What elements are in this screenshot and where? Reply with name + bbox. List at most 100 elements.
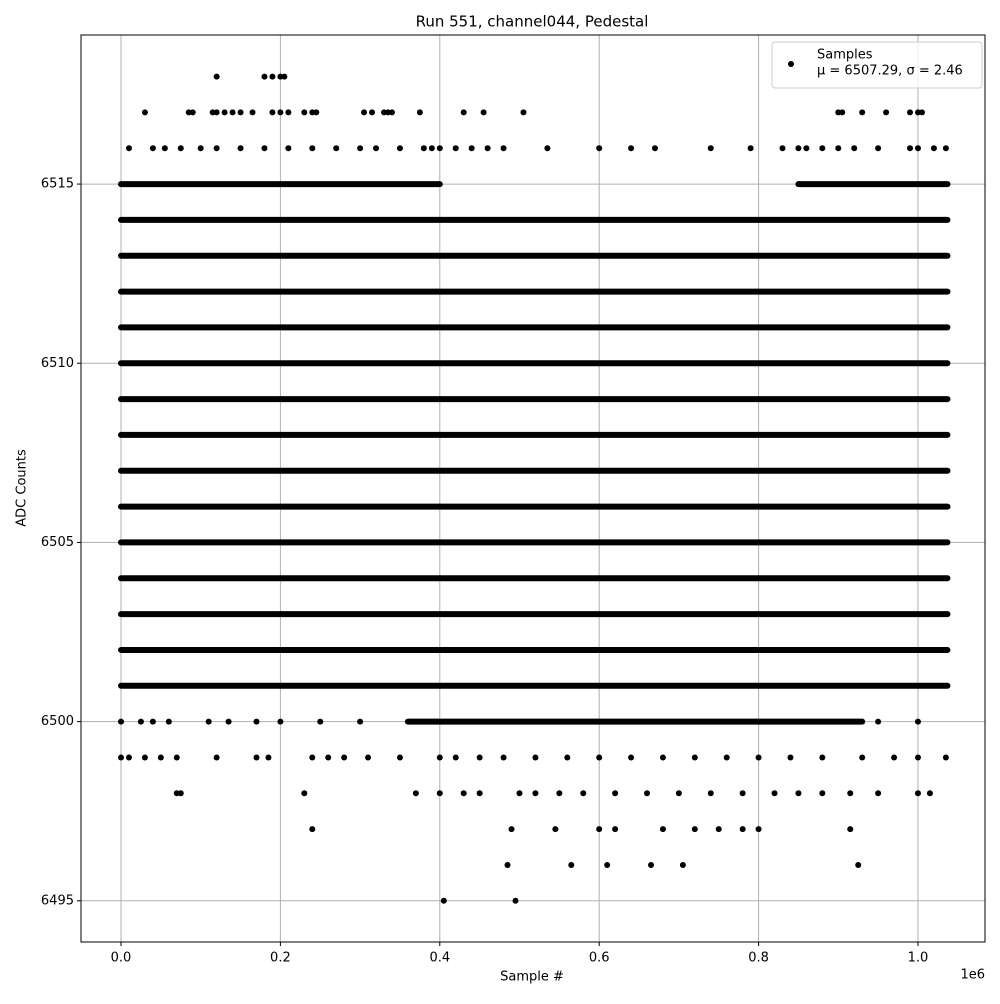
- sample-point: [914, 145, 921, 152]
- sample-point: [907, 145, 914, 152]
- sample-point: [388, 109, 395, 116]
- sample-point: [317, 718, 324, 725]
- sample-point: [125, 754, 132, 761]
- sample-point: [942, 754, 949, 761]
- sample-point: [596, 754, 603, 761]
- y-tick-label: 6505: [41, 535, 74, 550]
- sample-point: [918, 109, 925, 116]
- sample-point: [779, 145, 786, 152]
- sample-point: [914, 790, 921, 797]
- sample-point: [476, 790, 483, 797]
- sample-point: [141, 754, 148, 761]
- sample-point: [532, 754, 539, 761]
- sample-point: [568, 861, 575, 868]
- sample-point: [165, 718, 172, 725]
- sample-point: [691, 754, 698, 761]
- sample-point: [452, 145, 459, 152]
- sample-point: [647, 861, 654, 868]
- sample-point: [651, 145, 658, 152]
- sample-point: [847, 790, 854, 797]
- sample-point: [213, 754, 220, 761]
- sample-point: [516, 790, 523, 797]
- sample-point: [596, 145, 603, 152]
- x-tick-label: 0.6: [589, 951, 610, 966]
- sample-point: [440, 897, 447, 904]
- sample-point: [205, 718, 212, 725]
- sample-point: [261, 73, 268, 80]
- x-tick-label: 0.4: [429, 951, 450, 966]
- sample-point: [875, 718, 882, 725]
- sample-point: [261, 145, 268, 152]
- y-tick-label: 6515: [41, 177, 74, 192]
- sample-point: [269, 73, 276, 80]
- sample-point: [253, 754, 260, 761]
- sample-point: [930, 145, 937, 152]
- sample-point: [396, 754, 403, 761]
- sample-point: [189, 109, 196, 116]
- sample-point: [225, 718, 232, 725]
- sample-point: [281, 73, 288, 80]
- sample-point: [149, 718, 156, 725]
- legend-stats: μ = 6507.29, σ = 2.46: [817, 64, 963, 79]
- sample-point: [396, 145, 403, 152]
- sample-point: [675, 790, 682, 797]
- sample-point: [237, 109, 244, 116]
- sample-point: [237, 145, 244, 152]
- sample-point: [416, 109, 423, 116]
- sample-point: [436, 145, 443, 152]
- sample-point: [436, 790, 443, 797]
- sample-point: [213, 109, 220, 116]
- sample-point: [177, 790, 184, 797]
- sample-point: [249, 109, 256, 116]
- x-tick-label: 0.2: [270, 951, 291, 966]
- sample-point: [141, 109, 148, 116]
- sample-point: [644, 790, 651, 797]
- sample-point: [715, 826, 722, 833]
- sample-point: [604, 861, 611, 868]
- sample-point: [707, 145, 714, 152]
- sample-point: [691, 826, 698, 833]
- sample-point: [161, 145, 168, 152]
- sample-point: [520, 109, 527, 116]
- sample-point: [301, 790, 308, 797]
- sample-point: [341, 754, 348, 761]
- sample-point: [556, 790, 563, 797]
- sample-point: [125, 145, 132, 152]
- sample-point: [357, 145, 364, 152]
- sample-point: [819, 790, 826, 797]
- sample-point: [369, 109, 376, 116]
- sample-point: [612, 826, 619, 833]
- sample-point: [847, 826, 854, 833]
- x-offset-label: 1e6: [960, 968, 985, 983]
- sample-point: [628, 145, 635, 152]
- sample-point: [476, 754, 483, 761]
- sample-point: [855, 861, 862, 868]
- sample-point: [269, 109, 276, 116]
- sample-point: [544, 145, 551, 152]
- sample-point: [659, 754, 666, 761]
- sample-point: [859, 109, 866, 116]
- sample-point: [149, 145, 156, 152]
- sample-point: [883, 109, 890, 116]
- sample-point: [213, 145, 220, 152]
- sample-point: [309, 754, 316, 761]
- sample-point: [157, 754, 164, 761]
- x-tick-label: 1.0: [908, 951, 929, 966]
- sample-point: [707, 790, 714, 797]
- sample-point: [755, 826, 762, 833]
- sample-point: [819, 145, 826, 152]
- sample-point: [118, 754, 125, 761]
- sample-point: [357, 718, 364, 725]
- sample-point: [747, 145, 754, 152]
- sample-point: [628, 754, 635, 761]
- sample-point: [596, 826, 603, 833]
- sample-point: [213, 73, 220, 80]
- sample-point: [301, 109, 308, 116]
- sample-point: [197, 145, 204, 152]
- sample-point: [229, 109, 236, 116]
- sample-point: [755, 754, 762, 761]
- sample-point: [914, 718, 921, 725]
- sample-point: [875, 145, 882, 152]
- sample-point: [460, 790, 467, 797]
